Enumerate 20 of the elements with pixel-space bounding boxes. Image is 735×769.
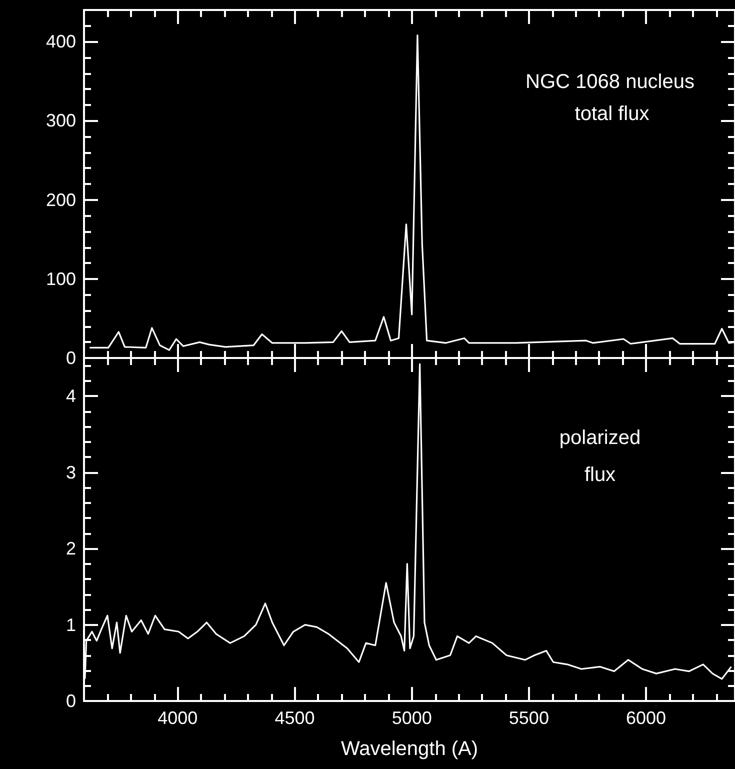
y-tick-label: 400 — [46, 32, 76, 52]
x-tick-label: 5000 — [392, 708, 432, 728]
x-tick-label: 4000 — [158, 708, 198, 728]
x-tick-label: 6000 — [626, 708, 666, 728]
y-tick-label: 2 — [66, 538, 76, 559]
annotation: NGC 1068 nucleus — [526, 71, 694, 93]
y-tick-label: 0 — [66, 348, 76, 368]
annotation: polarized — [559, 427, 641, 449]
y-tick-label: 3 — [66, 462, 76, 482]
y-tick-label: 100 — [46, 268, 76, 289]
y-tick-label: 0 — [66, 691, 76, 711]
y-tick-label: 200 — [46, 190, 76, 210]
x-tick-label: 5500 — [508, 708, 549, 728]
y-tick-label: 1 — [66, 614, 76, 635]
y-tick-label: 300 — [46, 110, 76, 131]
x-axis-title: Wavelength (A) — [340, 738, 478, 760]
y-tick-label: 4 — [66, 386, 76, 406]
x-tick-label: 4500 — [274, 708, 315, 728]
annotation: total flux — [574, 103, 650, 125]
annotation: flux — [584, 464, 616, 486]
